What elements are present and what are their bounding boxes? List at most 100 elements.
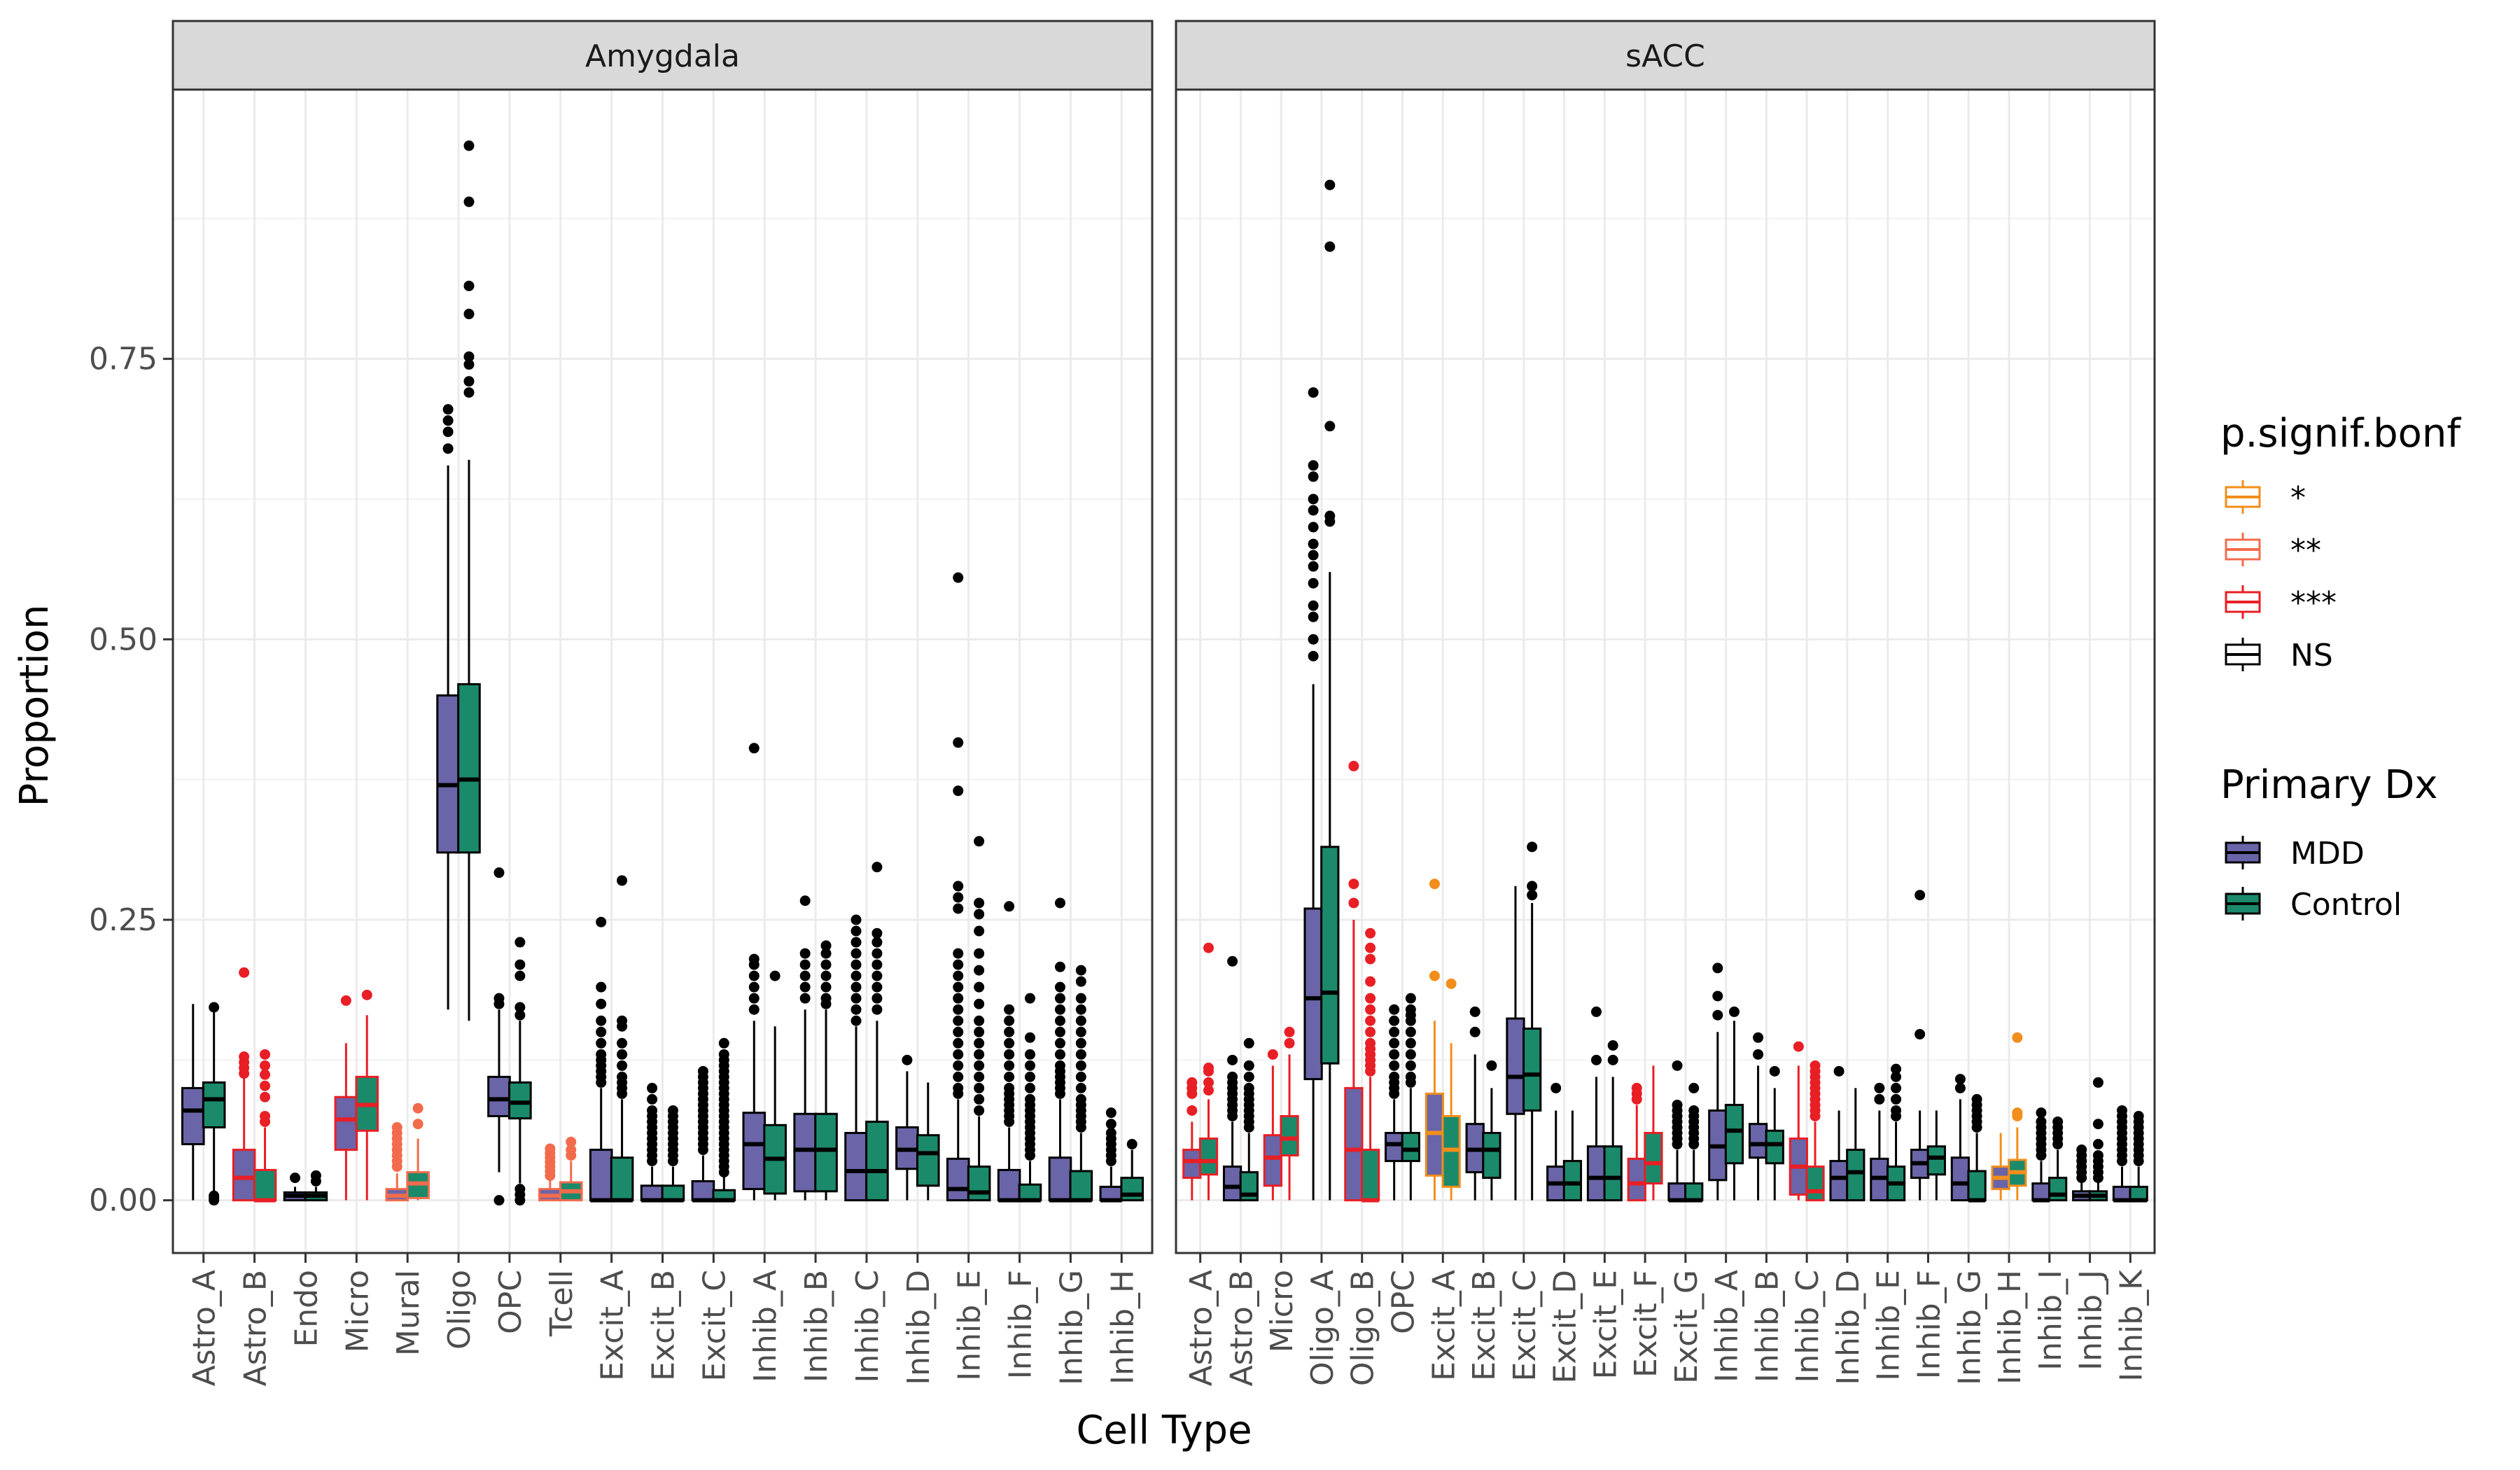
outlier-point [974,1082,985,1093]
box-body [1482,1132,1502,1180]
box-mdd [1708,962,1728,1200]
outlier-point [1833,1065,1844,1077]
box-body [1401,1132,1420,1163]
category-inhib_f [1910,890,1946,1200]
x-tick-label: Inhib_B [799,1270,834,1382]
outlier-point [1054,1004,1065,1015]
outlier-point [1075,993,1086,1004]
outlier-point [850,948,862,959]
outlier-point [748,993,760,1004]
box-control [2088,1077,2108,1202]
outlier-point [1954,1074,1966,1085]
outlier-point [974,948,985,959]
box-control [1239,1037,1259,1202]
box-control [1120,1139,1144,1202]
outlier-point [820,959,832,970]
category-astro_a [181,1002,226,1206]
box-body [1303,907,1323,1081]
outlier-point [974,965,985,976]
category-oligo_b [1344,760,1380,1203]
x-tick-label: Endo [288,1270,324,1348]
outlier-point [820,993,832,1004]
outlier-point [1186,1105,1198,1116]
box-body [436,694,460,854]
outlier-point [1591,1054,1602,1065]
outlier-point [953,892,964,903]
x-tick-label: Inhib_B [1749,1270,1785,1382]
box-body [1360,1149,1380,1202]
outlier-point [2076,1144,2087,1156]
category-excit_e [1586,1006,1623,1202]
outlier-point [566,1136,577,1147]
outlier-point [748,970,760,981]
category-micro [334,989,379,1200]
box-control [610,875,634,1203]
box-body [2048,1177,2068,1202]
outlier-point [974,1060,985,1071]
box-control [661,1105,685,1203]
outlier-point [209,1002,220,1013]
outlier-point [2092,1077,2104,1088]
x-tick-label: Astro_B [238,1270,274,1387]
outlier-point [1004,1026,1015,1037]
box-body [844,1132,868,1202]
legend-item: * [2225,480,2306,516]
outlier-point [1405,1049,1416,1060]
x-tick-label: Inhib_F [1911,1270,1947,1379]
outlier-point [617,1037,628,1049]
outlier-point [1054,1060,1065,1071]
x-tick-label: Inhib_A [748,1270,783,1382]
box-mdd [1546,1082,1566,1202]
outlier-point [872,927,883,939]
outlier-point [1284,1026,1295,1037]
outlier-point [260,1060,271,1071]
x-tick-label: Inhib_C [850,1270,886,1383]
box-mdd [181,1004,205,1200]
box-mdd [1506,886,1525,1200]
x-tick-label: Excit_A [1426,1270,1462,1381]
box-control [1198,942,1219,1200]
outlier-point [617,1071,628,1082]
legend-key [2225,480,2261,514]
outlier-point [412,1102,424,1114]
box-mdd [1182,1077,1202,1200]
box-body [1263,1134,1282,1187]
x-tick-label: Excit_D [1548,1270,1583,1384]
outlier-point [850,981,862,993]
category-excit_b [1465,1006,1502,1200]
box-control [712,1037,736,1203]
box-mdd [2072,1144,2092,1202]
outlier-point [617,1049,628,1060]
outlier-point [1891,1082,1902,1093]
panel-sacc: sACC Astro_A Astro_B Micro Oligo_A Oligo_B OPC… [1175,20,2156,1387]
category-excit_a [589,875,634,1203]
outlier-point [1405,993,1416,1004]
outlier-point [1308,611,1319,622]
outlier-point [1891,1093,1902,1105]
box-mdd [1627,1082,1646,1202]
box-control [202,1002,226,1206]
facet-strip [172,20,1154,91]
x-tick-label: Inhib_F [1003,1270,1039,1379]
outlier-point [799,970,811,981]
outlier-point [1914,890,1926,901]
box-mdd [793,895,817,1200]
outlier-point [1365,1015,1376,1026]
outlier-point [545,1143,556,1154]
facet-label: Amygdala [585,38,740,74]
outlier-point [820,948,832,959]
outlier-point [1203,1077,1214,1088]
box-control [2129,1110,2148,1203]
box-mdd [1465,1006,1485,1200]
outlier-point [748,743,760,754]
box-body [232,1149,256,1202]
outlier-point [953,903,964,914]
category-excit_d [1546,1082,1583,1202]
outlier-point [1024,1032,1035,1043]
outlier-point [647,1093,658,1105]
outlier-point [1308,505,1319,516]
y-tick-label: 0.75 [89,342,158,377]
outlier-point [850,925,862,937]
box-body [1198,1138,1219,1176]
